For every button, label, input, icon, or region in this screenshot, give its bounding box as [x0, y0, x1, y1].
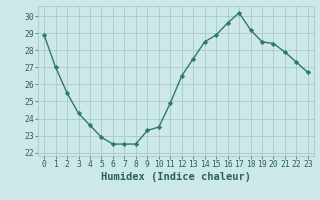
X-axis label: Humidex (Indice chaleur): Humidex (Indice chaleur) [101, 172, 251, 182]
